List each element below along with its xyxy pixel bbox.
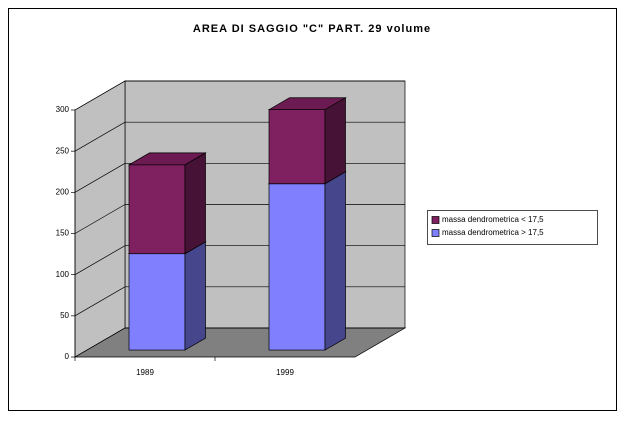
bar-segment	[267, 171, 347, 351]
grid-line	[74, 327, 126, 358]
legend-swatch	[431, 229, 440, 237]
bar-front	[268, 183, 326, 351]
bar-side	[184, 241, 206, 351]
chart-title: AREA DI SAGGIO "C" PART. 29 volume	[193, 23, 431, 35]
y-tick-label: 50	[60, 311, 69, 320]
grid-line	[74, 121, 126, 152]
bar-front	[128, 164, 186, 255]
y-tick-label: 0	[65, 352, 70, 361]
grid-line	[74, 163, 126, 193]
x-tick-label: 1989	[136, 368, 154, 377]
y-tick-label: 250	[56, 146, 70, 155]
legend-label: massa dendrometrica > 17,5	[442, 228, 544, 237]
bar-segment	[267, 97, 347, 185]
legend-box	[427, 210, 598, 245]
y-tick-label: 150	[56, 229, 70, 238]
legend-swatch	[431, 216, 440, 224]
y-tick-label: 200	[56, 187, 70, 196]
y-tick-label: 100	[56, 270, 70, 279]
bar-side	[324, 171, 346, 351]
x-tick-label: 1999	[276, 368, 294, 377]
bar-side	[324, 97, 346, 185]
bar-segment	[127, 241, 207, 351]
bar-front	[268, 109, 326, 185]
grid-line	[74, 80, 126, 111]
bar-side	[184, 152, 206, 255]
bar-front	[128, 253, 186, 351]
grid-line	[74, 245, 126, 275]
y-tick-label: 300	[56, 105, 70, 114]
bar-segment	[127, 152, 207, 255]
floor	[73, 327, 407, 358]
grid-line	[74, 204, 126, 234]
legend-label: massa dendrometrica < 17,5	[442, 215, 544, 224]
grid-line	[74, 286, 126, 317]
